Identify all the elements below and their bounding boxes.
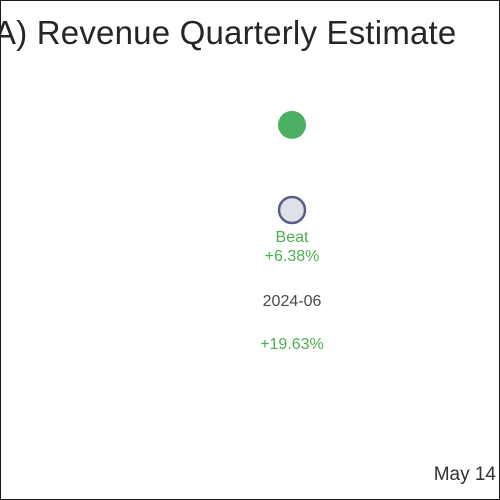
surprise-label: +6.38% — [265, 248, 320, 265]
change-label: +19.63% — [260, 336, 324, 353]
chart-title: A) Revenue Quarterly Estimate — [0, 14, 457, 51]
estimate-point — [277, 195, 307, 225]
beat-label: Beat — [276, 229, 309, 246]
report-date: May 14 — [433, 464, 496, 485]
x-tick-label: 2024-06 — [263, 293, 322, 310]
actual-point — [278, 110, 306, 139]
